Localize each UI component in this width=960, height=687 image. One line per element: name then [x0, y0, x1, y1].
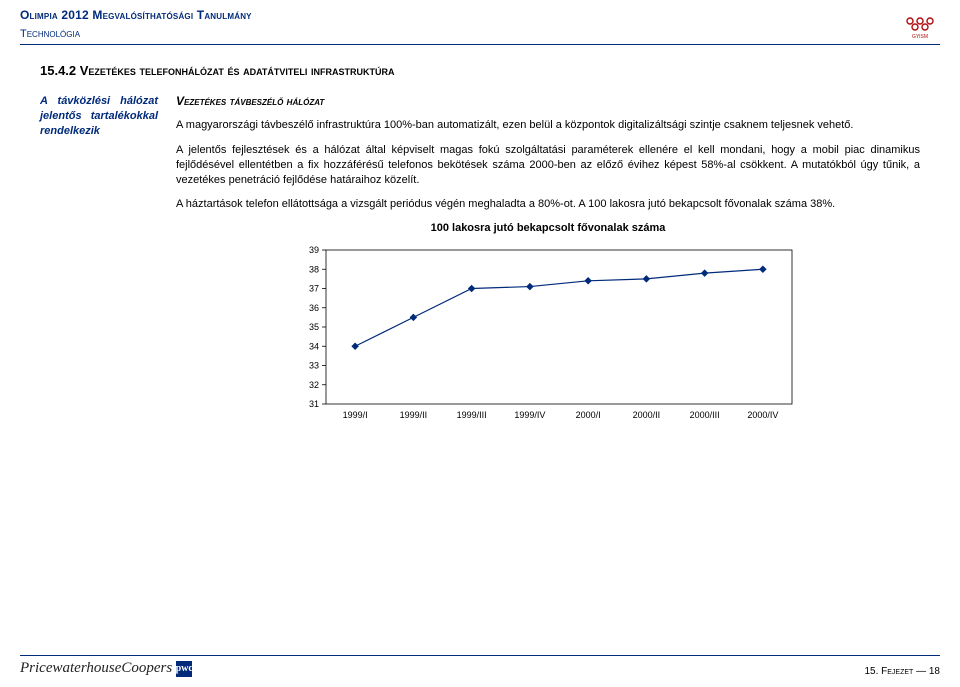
brand-text: PricewaterhouseCoopers — [20, 660, 172, 677]
svg-text:1999/IV: 1999/IV — [514, 410, 545, 420]
svg-text:GYISM: GYISM — [912, 34, 928, 40]
svg-text:37: 37 — [309, 284, 319, 294]
svg-text:35: 35 — [309, 322, 319, 332]
svg-text:39: 39 — [309, 245, 319, 255]
svg-text:38: 38 — [309, 264, 319, 274]
brand-logo: PricewaterhouseCoopers pwc — [20, 660, 192, 677]
svg-text:33: 33 — [309, 361, 319, 371]
paragraph: A jelentős fejlesztések és a hálózat ált… — [176, 143, 920, 188]
svg-text:2000/II: 2000/II — [633, 410, 661, 420]
svg-text:1999/II: 1999/II — [400, 410, 428, 420]
svg-text:1999/I: 1999/I — [343, 410, 368, 420]
chart-title: 100 lakosra jutó bekapcsolt fővonalak sz… — [176, 222, 920, 234]
svg-text:34: 34 — [309, 341, 319, 351]
line-chart: 31 32 33 34 35 36 37 38 39 1999/I 1999/II 1999/III 1… — [288, 240, 808, 430]
paragraph: A háztartások telefon ellátottsága a viz… — [176, 197, 920, 212]
svg-text:1999/III: 1999/III — [457, 410, 487, 420]
brand-mark-icon: pwc — [176, 661, 192, 677]
svg-text:32: 32 — [309, 380, 319, 390]
doc-title: Olimpia 2012 Megvalósíthatósági Tanulmán… — [20, 8, 940, 22]
svg-text:2000/IV: 2000/IV — [747, 410, 778, 420]
margin-note: A távközlési hálózat jelentős tartalékok… — [40, 94, 158, 139]
paragraph: A magyarországi távbeszélő infrastruktúr… — [176, 118, 920, 133]
svg-text:2000/I: 2000/I — [576, 410, 601, 420]
svg-text:36: 36 — [309, 303, 319, 313]
doc-subtitle: Technológia — [20, 28, 940, 40]
footer-divider — [20, 655, 940, 656]
page-reference: 15. Fejezet — 18 — [864, 666, 940, 677]
svg-text:31: 31 — [309, 399, 319, 409]
svg-text:2000/III: 2000/III — [690, 410, 720, 420]
org-logo: GYISM — [900, 12, 940, 52]
subsection-heading: Vezetékes távbeszélő hálózat — [176, 94, 920, 108]
section-heading: 15.4.2 Vezetékes telefonhálózat és adatá… — [40, 63, 920, 78]
